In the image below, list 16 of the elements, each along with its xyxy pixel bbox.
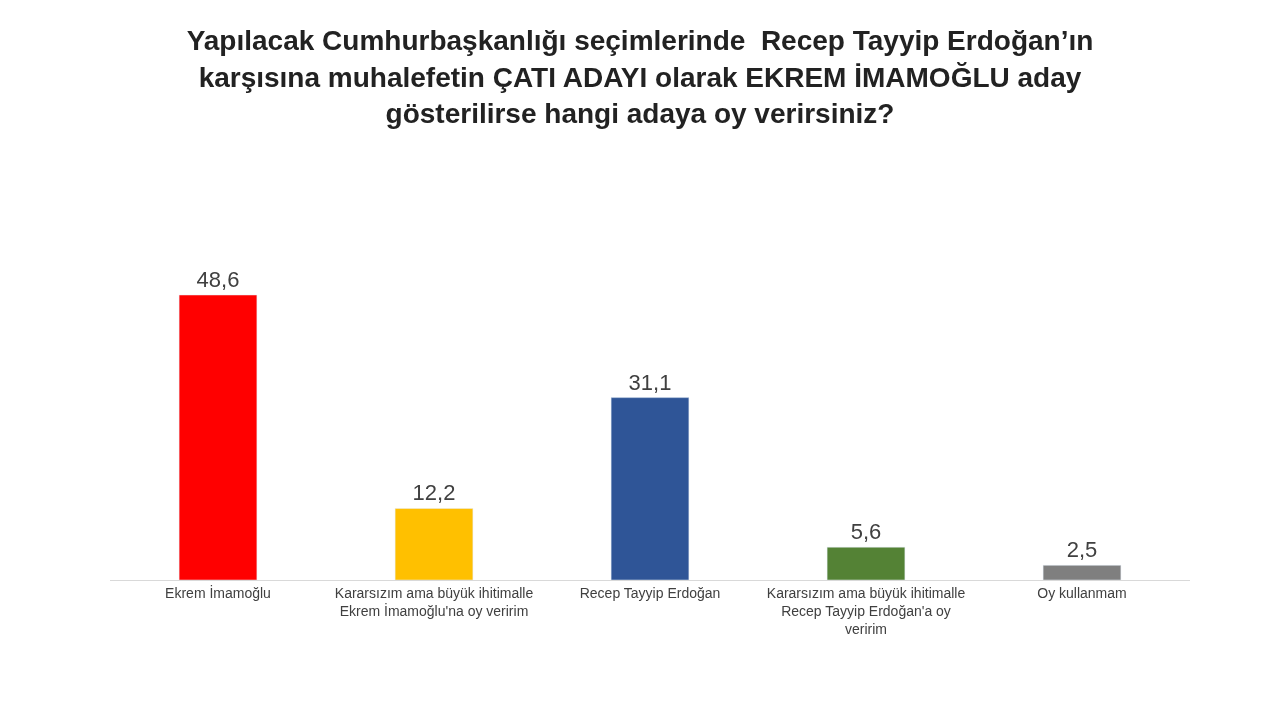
bar bbox=[394, 508, 474, 580]
x-tick-label: Oy kullanmam bbox=[1037, 584, 1127, 601]
data-label: 5,6 bbox=[850, 519, 882, 545]
x-tick-label: Recep Tayyip Erdoğan bbox=[579, 584, 721, 601]
chart-title: Yapılacak Cumhurbaşkanlığı seçimlerinde Recep Tayyip Erdoğan’ın karşısına muhalefetin ÇATI ADAYI olarak EKREM İMAMOĞLU aday gösterilirse hangi adaya oy verirsiniz? bbox=[186, 25, 1094, 130]
x-tick-label: Kararsızım ama büyük ihitimalle Recep Tayyip Erdoğan'a oy veririm bbox=[766, 584, 966, 638]
bar bbox=[610, 397, 690, 580]
bar bbox=[178, 294, 258, 580]
data-label: 12,2 bbox=[412, 480, 456, 506]
x-tick-label: Kararsızım ama büyük ihitimalle Ekrem İmamoğlu'na oy veririm bbox=[334, 584, 534, 619]
data-label: 31,1 bbox=[628, 369, 672, 395]
data-label: 2,5 bbox=[1066, 537, 1098, 563]
bar bbox=[1042, 565, 1122, 580]
x-tick-label: Ekrem İmamoğlu bbox=[165, 583, 271, 601]
data-label: 48,6 bbox=[196, 267, 240, 292]
bar bbox=[826, 546, 906, 580]
